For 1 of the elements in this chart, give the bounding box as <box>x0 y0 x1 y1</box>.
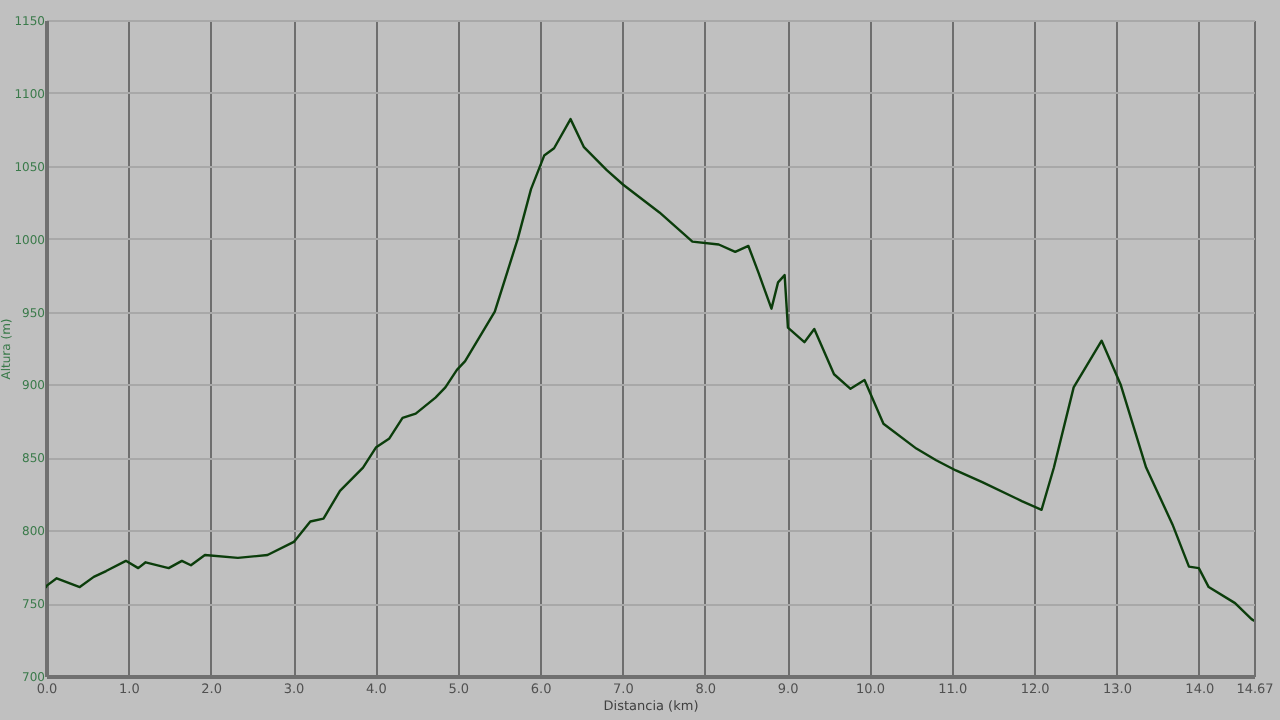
line-series <box>46 117 1254 622</box>
